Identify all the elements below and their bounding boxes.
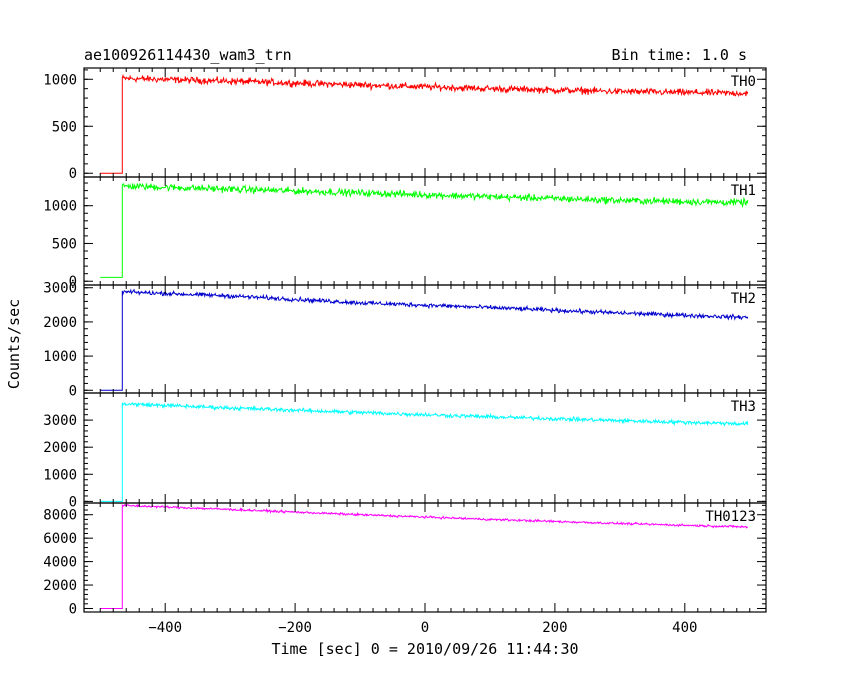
series-line-th0 xyxy=(100,73,749,174)
panel-label-th0123: TH0123 xyxy=(705,509,756,525)
y-axis-label: Counts/sec xyxy=(5,299,23,389)
panel-frame xyxy=(83,176,767,286)
panel-th0: 0 500 1000 TH0 xyxy=(43,67,767,182)
x-axis-label: Time [sec] 0 = 2010/09/26 11:44:30 xyxy=(271,640,578,658)
y-tick-label: 1000 xyxy=(43,349,77,365)
y-tick-label: 8000 xyxy=(43,508,77,524)
panel-frame xyxy=(83,502,767,613)
y-tick-label: 1000 xyxy=(43,72,77,88)
y-tick-label: 6000 xyxy=(43,531,77,547)
y-tick-label: 0 xyxy=(69,383,77,399)
x-tick-label: 200 xyxy=(542,620,567,636)
y-tick-label: 500 xyxy=(52,119,77,135)
series-line-th0123 xyxy=(100,503,748,609)
y-tick-label: 3000 xyxy=(43,281,77,297)
y-tick-label: 2000 xyxy=(43,440,77,456)
panel-label-th2: TH2 xyxy=(731,291,756,307)
series-line-th3 xyxy=(100,401,749,502)
y-tick-label: 1000 xyxy=(43,199,77,215)
series-line-th1 xyxy=(100,182,749,278)
y-tick-label: 2000 xyxy=(43,578,77,594)
panel-frame xyxy=(83,392,767,504)
x-tick-label: 0 xyxy=(421,620,429,636)
y-tick-label: 500 xyxy=(52,236,77,252)
y-tick-label: 0 xyxy=(69,274,77,290)
panel-label-th1: TH1 xyxy=(731,183,756,199)
y-tick-label: 1000 xyxy=(43,467,77,483)
panel-frame xyxy=(83,284,767,394)
x-tick-label: −200 xyxy=(278,620,312,636)
panel-th2: 0 1000 2000 3000 TH2 xyxy=(43,281,767,399)
y-tick-label: 0 xyxy=(69,494,77,510)
panel-th0123: 0 2000 4000 6000 8000 TH0123 xyxy=(43,502,767,617)
y-tick-label: 0 xyxy=(69,601,77,617)
y-tick-label: 0 xyxy=(69,166,77,182)
y-tick-label: 3000 xyxy=(43,413,77,429)
panel-label-th3: TH3 xyxy=(731,399,756,415)
y-tick-label: 4000 xyxy=(43,555,77,571)
x-tick-label: −400 xyxy=(148,620,182,636)
chart-title: ae100926114430_wam3_trn xyxy=(84,46,292,64)
panel-th1: 0 500 1000 TH1 xyxy=(43,176,767,290)
panel-th3: 0 1000 2000 3000 TH3 xyxy=(43,392,767,510)
bin-time-label: Bin time: 1.0 s xyxy=(612,46,747,64)
series-line-th2 xyxy=(100,288,749,391)
x-tick-label: 400 xyxy=(672,620,697,636)
y-tick-label: 2000 xyxy=(43,315,77,331)
panel-label-th0: TH0 xyxy=(731,74,756,90)
